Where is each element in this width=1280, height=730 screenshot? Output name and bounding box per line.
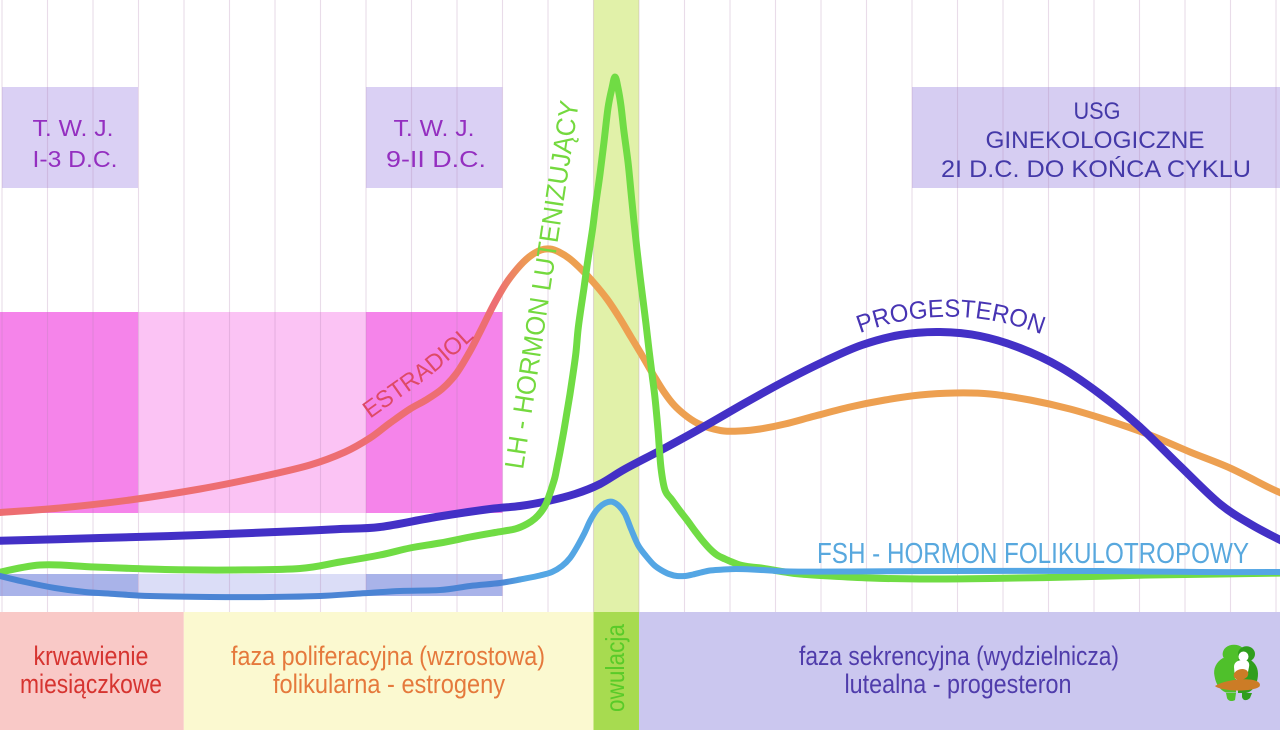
svg-text:krwawienie: krwawienie [34,641,149,671]
svg-text:faza sekrencyjna (wydzielnicza: faza sekrencyjna (wydzielnicza) [799,641,1119,671]
svg-text:I-3 D.C.: I-3 D.C. [33,146,118,172]
svg-text:lutealna - progesteron: lutealna - progesteron [845,669,1072,699]
svg-text:FSH - HORMON FOLIKULOTROPOWY: FSH - HORMON FOLIKULOTROPOWY [817,538,1249,570]
svg-text:T. W. J.: T. W. J. [33,115,114,141]
svg-text:9-II D.C.: 9-II D.C. [386,146,486,172]
svg-text:GINEKOLOGICZNE: GINEKOLOGICZNE [986,127,1205,154]
svg-text:owulacja: owulacja [600,624,630,712]
svg-text:USG: USG [1074,98,1121,125]
svg-text:2I D.C. DO KOŃCA CYKLU: 2I D.C. DO KOŃCA CYKLU [941,156,1251,183]
svg-text:miesiączkowe: miesiączkowe [20,669,162,699]
svg-text:T. W. J.: T. W. J. [394,115,475,141]
svg-text:faza poliferacyjna (wzrostowa): faza poliferacyjna (wzrostowa) [231,641,545,671]
svg-text:folikularna - estrogeny: folikularna - estrogeny [273,669,505,699]
